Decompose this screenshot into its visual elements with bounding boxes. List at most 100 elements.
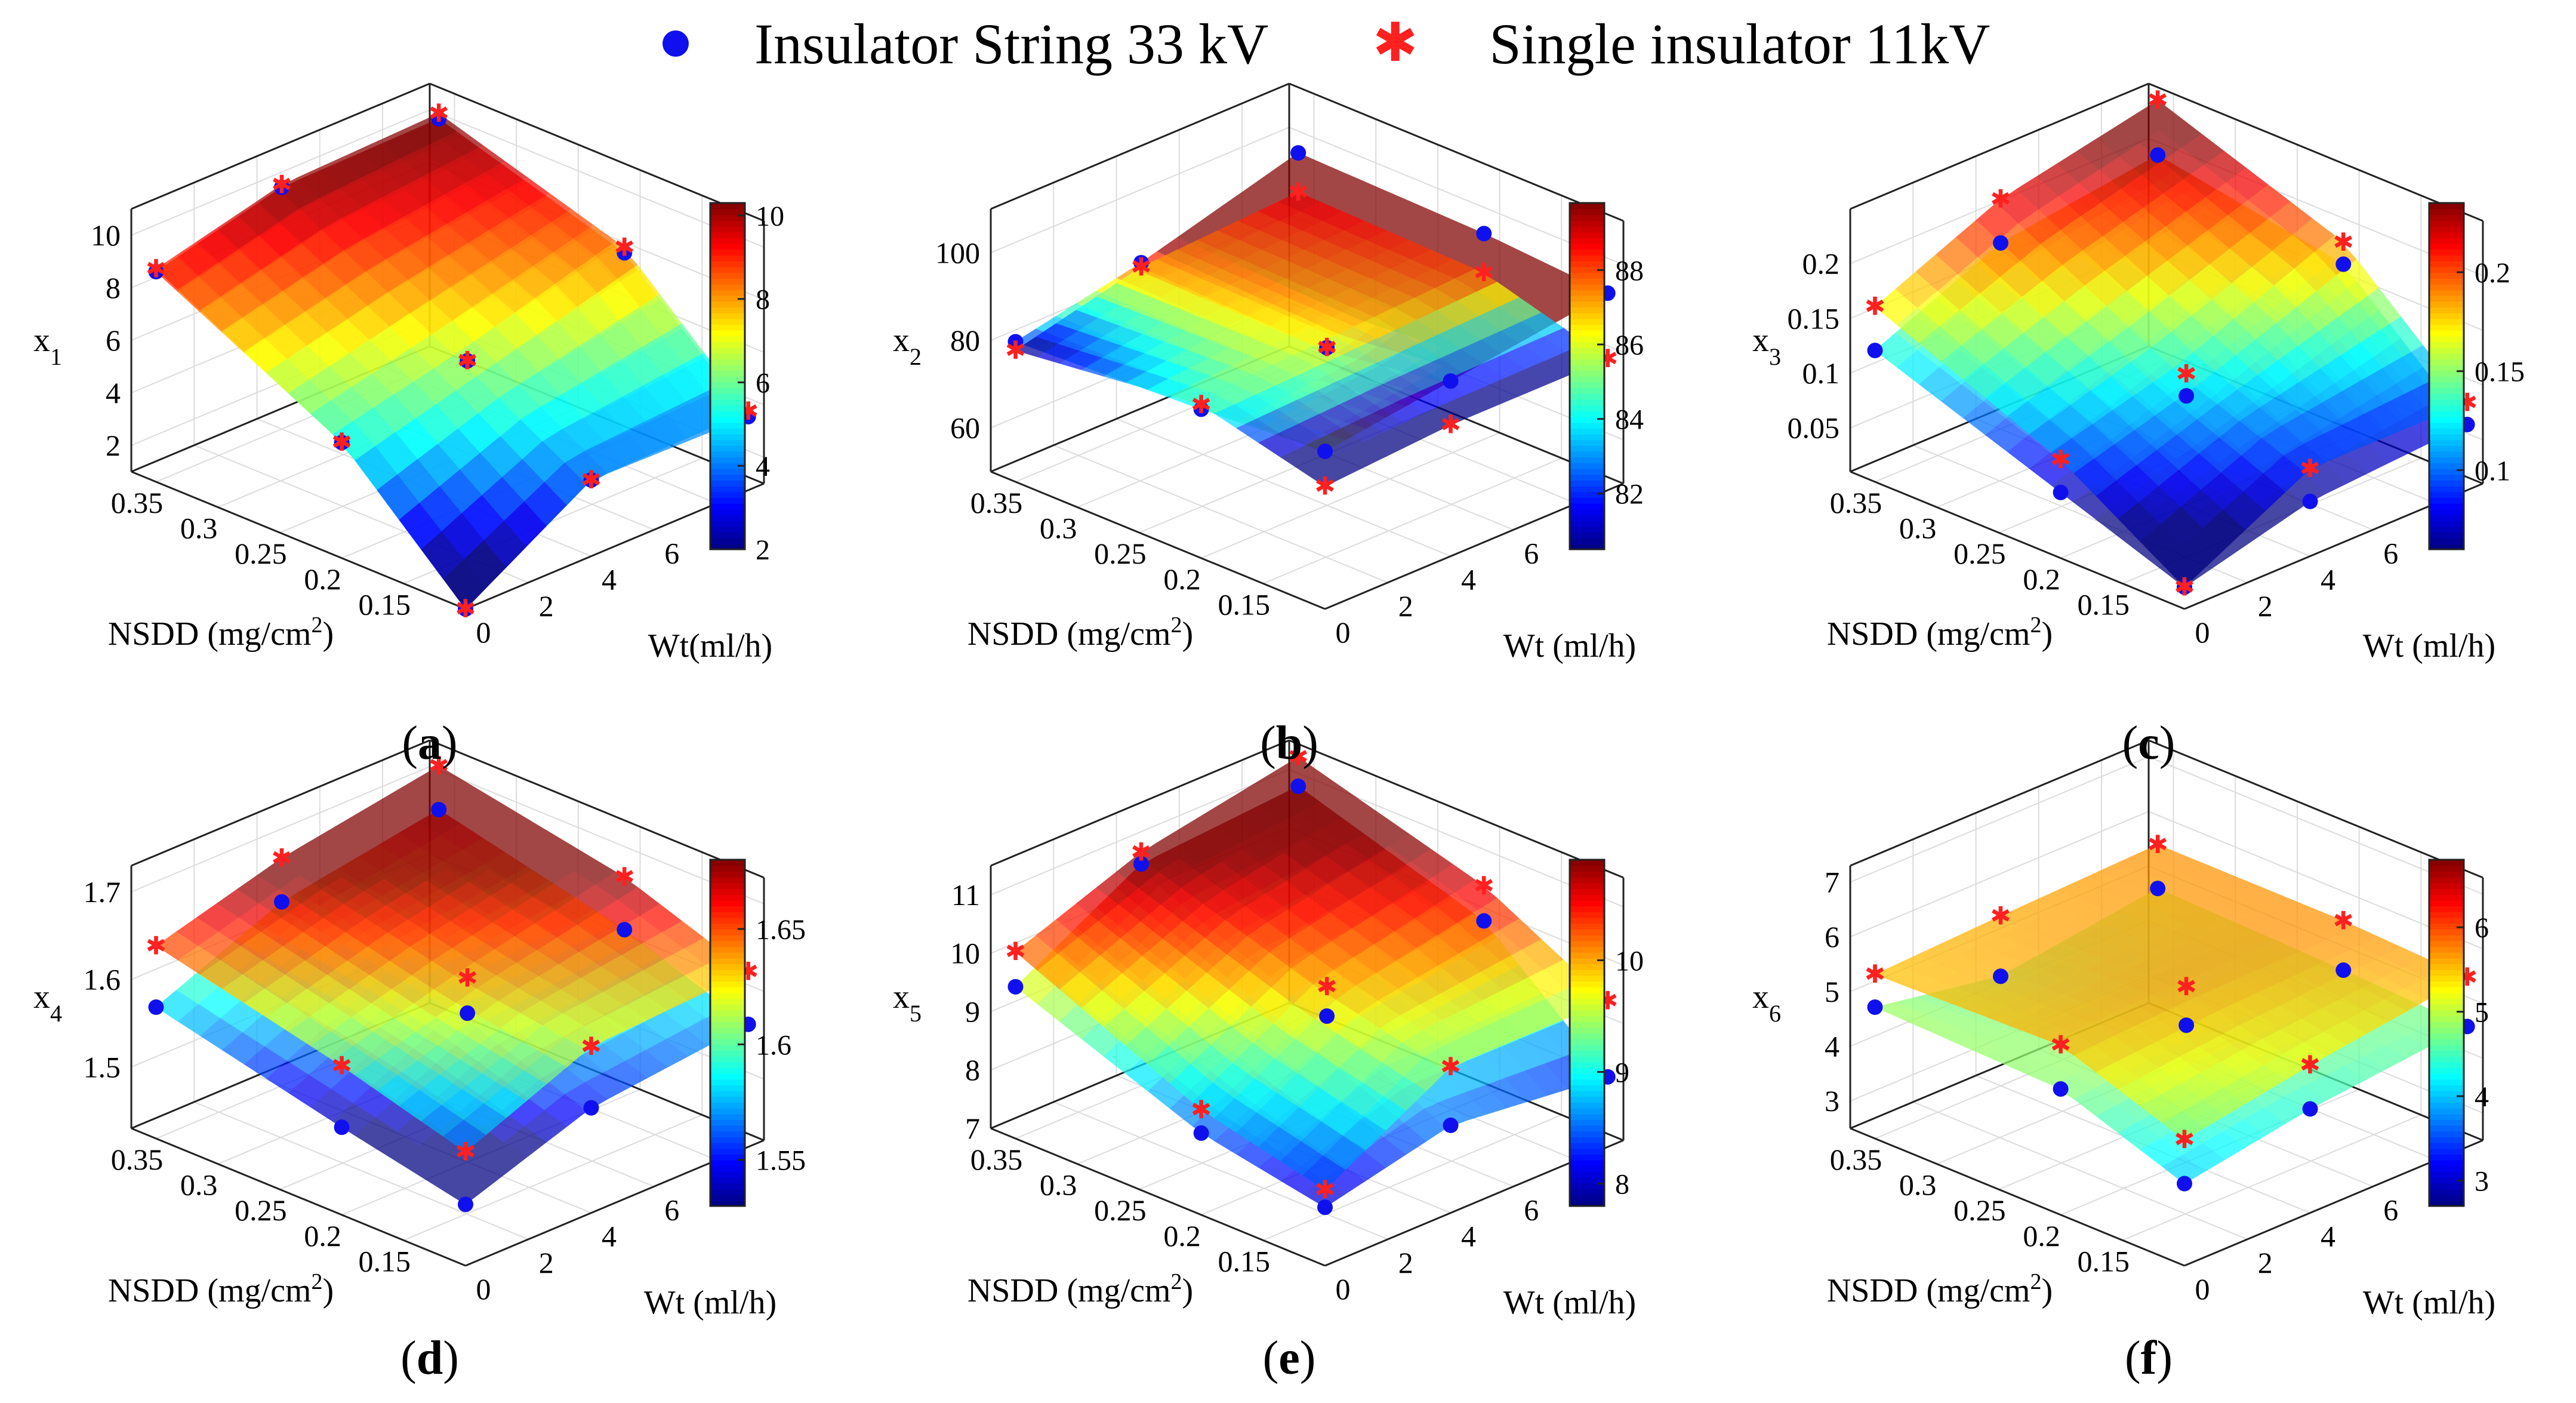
colorbar-step (710, 520, 745, 527)
colorbar-step (710, 923, 745, 930)
colorbar-step (710, 301, 745, 307)
colorbar-step (2429, 1050, 2464, 1057)
colorbar-step (1570, 347, 1604, 354)
colorbar-step (710, 1085, 745, 1091)
marker-single-insulator: ✱ (1130, 254, 1151, 281)
colorbar-step (710, 1044, 745, 1051)
colorbar-step (1570, 312, 1604, 319)
colorbar-step (710, 439, 745, 446)
x-tick-label: 0.2 (1163, 1219, 1201, 1253)
colorbar-step (2429, 894, 2464, 901)
y-tick-label: 0 (1336, 1272, 1351, 1306)
x-tick-label: 0.35 (970, 486, 1023, 519)
colorbar-step (2429, 1137, 2464, 1143)
z-tick-label: 0.05 (1788, 411, 1840, 445)
colorbar-step (710, 1119, 745, 1126)
colorbar-step (2429, 1189, 2464, 1195)
marker-single-insulator: ✱ (455, 596, 476, 623)
colorbar-step (2429, 912, 2464, 918)
colorbar-step (710, 1021, 745, 1028)
colorbar-step (1570, 912, 1604, 918)
colorbar-step (710, 381, 745, 389)
colorbar-step (1570, 860, 1604, 866)
marker-insulator-string (1193, 401, 1209, 417)
colorbar-step (1570, 1073, 1604, 1080)
colorbar-step (710, 900, 745, 907)
y-tick-label: 4 (2321, 1220, 2335, 1253)
colorbar-tick-label: 88 (1615, 255, 1644, 287)
colorbar-step (1570, 341, 1604, 348)
marker-single-insulator: ✱ (1990, 903, 2011, 930)
colorbar-step (1570, 532, 1604, 539)
colorbar-step (710, 255, 745, 261)
z-axis-label-sub: 4 (50, 1000, 62, 1027)
colorbar-frame (709, 202, 746, 550)
x-tick-label: 0.25 (235, 537, 287, 570)
colorbar-step (2429, 865, 2464, 872)
marker-insulator-string (583, 472, 599, 488)
marker-insulator-string (148, 999, 164, 1016)
colorbar-step (710, 1107, 745, 1115)
colorbar-step (2429, 981, 2464, 987)
colorbar-step (710, 266, 745, 273)
x-tick-label: 0.3 (180, 512, 218, 545)
colorbar-step (1570, 387, 1604, 394)
colorbar-step (2429, 445, 2464, 452)
marker-insulator-string (2053, 484, 2069, 500)
colorbar-tick-label: 84 (1615, 404, 1644, 436)
z-tick-label: 0.15 (1788, 301, 1840, 335)
colorbar-step (710, 422, 745, 429)
colorbar-step (710, 463, 745, 469)
x-axis-label: NSDD (mg/cm2) (108, 613, 334, 653)
y-axis-label: Wt (ml/h) (2363, 627, 2495, 664)
x-axis-label: NSDD (mg/cm2) (1827, 1269, 2053, 1309)
colorbar-step (2429, 1125, 2464, 1132)
colorbar-step (710, 451, 745, 458)
marker-single-insulator: ✱ (2147, 87, 2168, 115)
colorbar-step (710, 249, 745, 256)
colorbar-step (710, 468, 745, 475)
colorbar-step (710, 1033, 745, 1039)
colorbar-step (1570, 1090, 1604, 1097)
axis-edge (1850, 1127, 2185, 1267)
colorbar-step (2429, 353, 2464, 359)
marker-single-insulator: ✱ (1440, 412, 1461, 439)
marker-single-insulator: ✱ (2300, 456, 2321, 483)
colorbar-step (2429, 515, 2464, 521)
colorbar-step (1570, 882, 1604, 890)
marker-single-insulator: ✱ (581, 467, 602, 494)
surface-plot-b: ✱✱✱✱✱✱✱✱✱0.350.30.250.20.15024686080100N… (893, 82, 1644, 664)
legend-string-label: Insulator String 33 kV (754, 11, 1269, 76)
surface-single-insulator (1874, 844, 2468, 1140)
x-axis-label-end: ) (323, 1272, 334, 1309)
colorbar-step (710, 485, 745, 493)
colorbar-step (2429, 958, 2464, 964)
colorbar-step (1570, 946, 1604, 953)
colorbar-step (1570, 214, 1604, 221)
marker-insulator-string (1476, 913, 1492, 929)
gridline (1262, 457, 1562, 584)
z-axis-label: x6 (1752, 979, 1781, 1027)
gridline (1912, 1101, 2248, 1240)
legend-single-label: Single insulator 11kV (1489, 11, 1990, 76)
axis-edge (990, 82, 1290, 210)
marker-single-insulator: ✱ (1314, 473, 1335, 501)
colorbar-step (710, 497, 745, 504)
marker-single-insulator: ✱ (429, 100, 449, 128)
marker-single-insulator: ✱ (146, 933, 167, 960)
colorbar-step (710, 353, 745, 359)
colorbar-step (1570, 1159, 1604, 1167)
colorbar-step (2429, 295, 2464, 302)
axis-edge (429, 739, 765, 879)
marker-insulator-string (1317, 444, 1333, 459)
colorbar-step (710, 1142, 745, 1149)
colorbar-step (2429, 1044, 2464, 1051)
colorbar-step (2429, 532, 2464, 539)
colorbar-step (1570, 1137, 1604, 1143)
colorbar-step (710, 347, 745, 354)
colorbar-step (2429, 964, 2464, 970)
colorbar-step (2429, 411, 2464, 417)
colorbar-step (2429, 341, 2464, 348)
x-tick-label: 0.15 (1218, 587, 1271, 621)
z-axis-label: x4 (33, 979, 62, 1027)
